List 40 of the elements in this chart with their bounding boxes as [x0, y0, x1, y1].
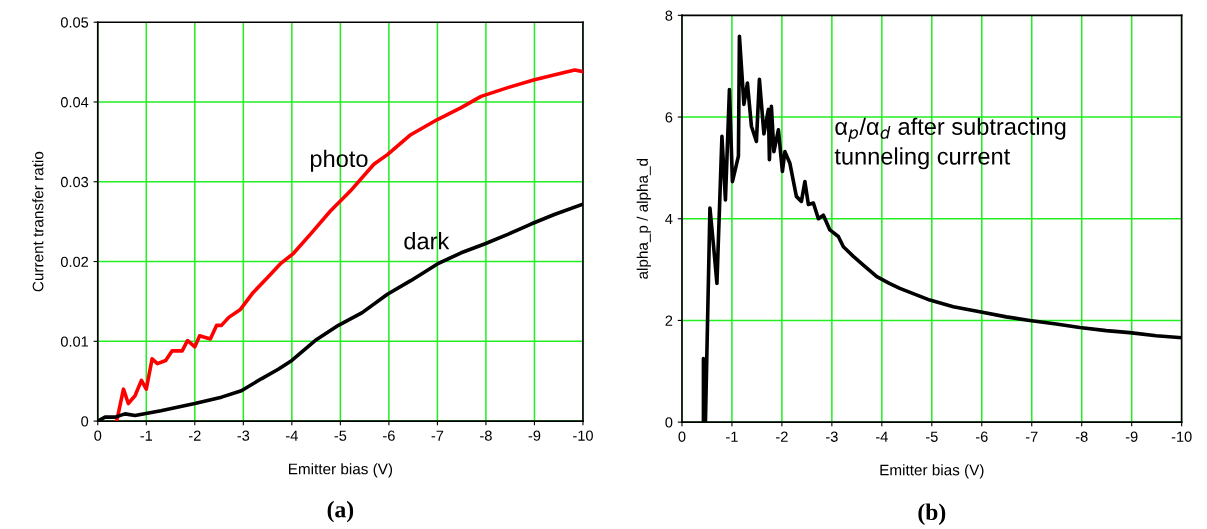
y-tick-label: 0.01: [60, 336, 89, 347]
x-tick-label: -9: [528, 430, 541, 441]
y-tick-label: 0.02: [60, 256, 89, 267]
x-tick-label: -1: [726, 431, 738, 442]
y-tick-label: 0.05: [60, 17, 89, 28]
x-tick-label: -5: [925, 431, 938, 442]
x-axis-title: Emitter bias (V): [289, 463, 393, 478]
y-tick-label: 8: [665, 10, 673, 21]
x-tick-label: -3: [826, 431, 838, 442]
x-tick-label: -8: [1075, 431, 1088, 442]
y-axis-title: Current transfer ratio: [32, 151, 44, 292]
x-tick-label: -7: [1025, 431, 1038, 442]
x-tick-label: -1: [140, 430, 153, 441]
text: (a): [327, 500, 354, 523]
y-tick-label: 6: [665, 112, 673, 123]
y-tick-label: 4: [665, 213, 673, 225]
x-tick-label: -9: [1125, 431, 1138, 442]
x-tick-label: -7: [431, 430, 444, 441]
x-tick-label: -4: [876, 431, 888, 442]
x-tick-label: -2: [188, 430, 201, 441]
y-tick-label: 0.04: [60, 97, 89, 108]
y-axis-title: alpha_p / alpha_d: [636, 158, 651, 279]
x-tick-label: -6: [975, 431, 988, 442]
x-tick-label: 0: [94, 430, 102, 441]
line-series: [114, 68, 583, 422]
x-tick-label: -8: [480, 430, 492, 441]
y-tick-label: 0.03: [60, 176, 89, 188]
x-tick-label: -6: [383, 430, 395, 441]
x-tick-label: -3: [237, 430, 250, 441]
x-axis-title: Emitter bias (V): [880, 464, 984, 479]
y-tick-label: 0: [81, 416, 89, 427]
y-tick-label: 0: [665, 417, 673, 428]
x-tick-label: -2: [776, 431, 788, 442]
y-tick-label: 2: [665, 315, 673, 326]
x-tick-label: 0: [678, 431, 686, 442]
x-tick-label: -5: [334, 430, 347, 441]
x-tick-label: -10: [573, 430, 593, 441]
text: (b): [918, 503, 946, 525]
x-tick-label: -4: [286, 430, 298, 441]
x-tick-label: -10: [1171, 431, 1192, 442]
